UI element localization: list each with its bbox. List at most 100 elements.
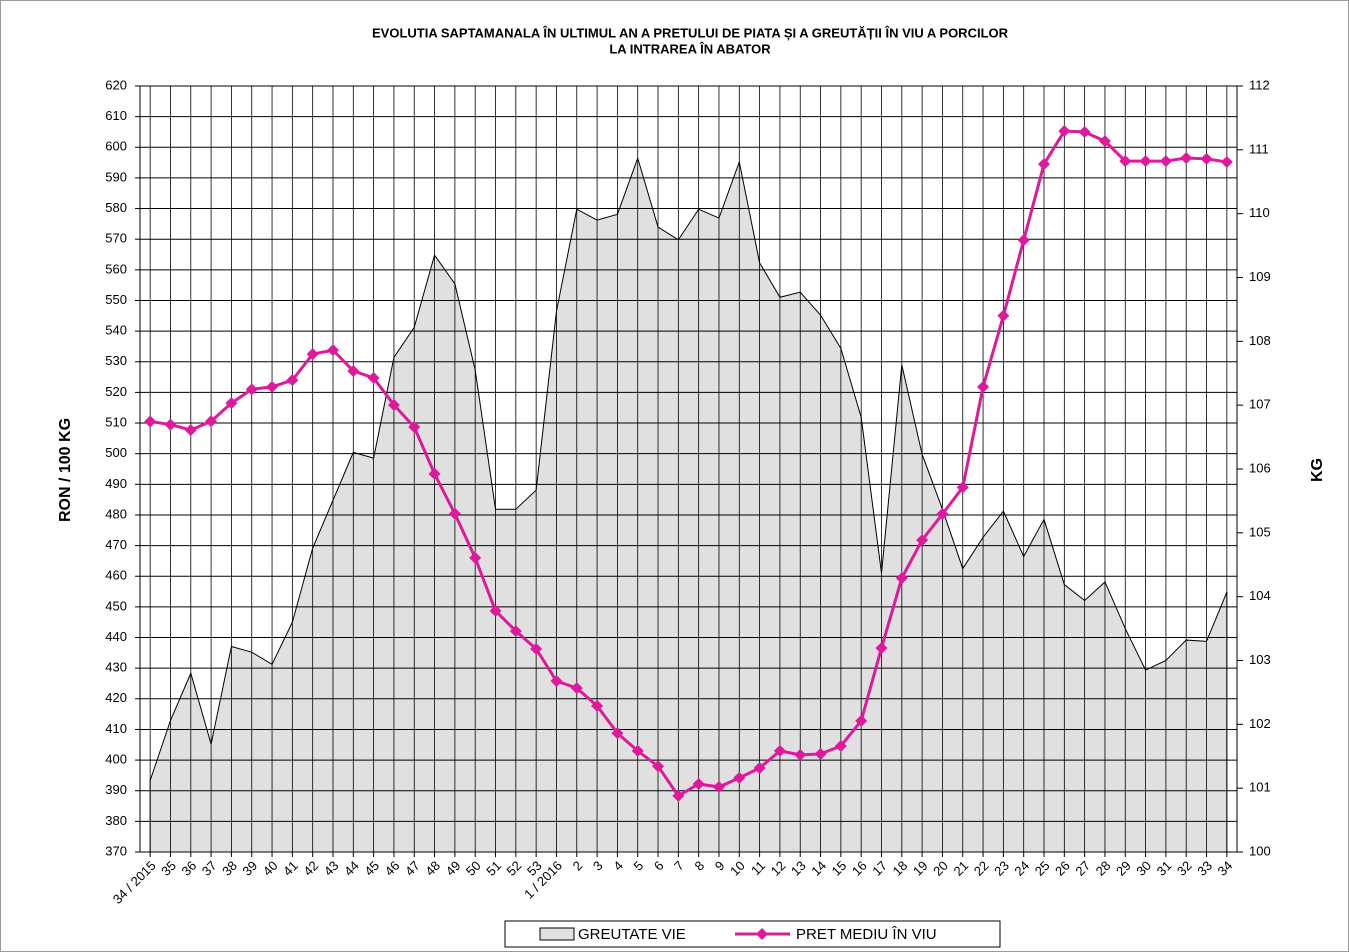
point [448,507,461,520]
point [753,762,766,775]
point [631,744,644,757]
y-tick-label: 610 [105,108,127,123]
point [591,699,604,712]
point [184,424,197,437]
point [428,467,441,480]
point [834,739,847,752]
y-tick-label: 520 [105,384,127,399]
y-tick-label: 400 [105,752,127,767]
y-tick-label: 370 [105,843,127,858]
point [1159,155,1172,168]
plot-border [139,85,1238,853]
y2-tick-label: 112 [1249,77,1270,92]
y-tick-label: 620 [105,77,127,92]
point [1119,155,1132,168]
point [225,397,238,410]
point [773,744,786,757]
y-tick-label: 390 [105,782,127,797]
y2-tick-label: 110 [1249,205,1270,220]
legend-label: GREUTATE VIE [578,926,686,943]
point [1180,152,1193,165]
point [347,364,360,377]
y-tick-label: 500 [105,445,127,460]
point [936,508,949,521]
point [997,309,1010,322]
y-tick-label: 580 [105,200,127,215]
point [733,771,746,784]
y-tick-label: 490 [105,476,127,491]
point [530,642,543,655]
y2-tick-label: 107 [1249,397,1271,412]
y-tick-label: 480 [105,506,127,521]
y-tick-label: 430 [105,660,127,675]
y2-tick-label: 100 [1249,843,1271,858]
point [672,789,685,802]
point [1058,125,1071,138]
y-tick-label: 590 [105,169,127,184]
point [1220,155,1233,168]
legend-label: PRET MEDIU ÎN VIU [796,926,937,943]
y-tick-label: 570 [105,231,127,246]
chart-title: EVOLUTIA SAPTAMANALA ÎN ULTIMUL AN A PRE… [372,25,1009,40]
point [895,572,908,585]
y2-tick-label: 108 [1249,333,1271,348]
point [469,551,482,564]
point [205,415,218,428]
y-tick-label: 450 [105,598,127,613]
point [1017,234,1030,247]
point [306,348,319,361]
point [266,380,279,393]
point [652,760,665,773]
point [794,748,807,761]
y-tick-label: 470 [105,537,127,552]
point [814,747,827,760]
point [1200,152,1213,165]
point [367,371,380,384]
point [977,380,990,393]
y-tick-label: 460 [105,568,127,583]
y-tick-label: 410 [105,721,127,736]
y-tick-label: 550 [105,292,127,307]
point [611,727,624,740]
legend-swatch [756,928,768,940]
point [387,398,400,411]
point [692,777,705,790]
y-tick-label: 440 [105,629,127,644]
point [916,534,929,547]
y2-tick-label: 106 [1249,460,1271,475]
point [408,421,421,434]
point [1098,135,1111,148]
point [144,415,157,428]
y2-tick-label: 102 [1249,716,1271,731]
y-tick-label: 530 [105,353,127,368]
point [489,604,502,617]
y2-tick-label: 105 [1249,524,1271,539]
y-tick-label: 510 [105,414,127,429]
y-tick-label: 540 [105,323,127,338]
point [1078,125,1091,138]
point [550,675,563,688]
point [1139,155,1152,168]
point [956,481,969,494]
point [286,374,299,387]
y-tick-label: 600 [105,139,127,154]
point [245,383,258,396]
point [855,714,868,727]
point [712,781,725,794]
point [509,625,522,638]
y-tick-label: 560 [105,261,127,276]
y2-axis-title: KG [1309,458,1326,482]
legend-swatch [539,927,575,941]
point [875,641,888,654]
y-tick-label: 380 [105,813,127,828]
point [164,418,177,431]
y2-tick-label: 103 [1249,652,1271,667]
point [326,344,339,357]
y2-tick-label: 109 [1249,269,1271,284]
point [1038,158,1051,171]
plot [140,85,1237,853]
y2-tick-label: 104 [1249,588,1271,603]
chart-title: LA INTRAREA ÎN ABATOR [609,41,771,56]
point [570,682,583,695]
